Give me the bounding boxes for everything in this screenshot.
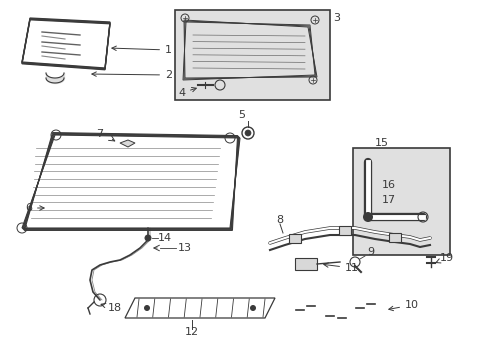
Circle shape — [145, 235, 151, 241]
Polygon shape — [120, 140, 135, 147]
Text: 18: 18 — [101, 303, 122, 313]
Text: 10: 10 — [388, 300, 418, 311]
Text: 16: 16 — [381, 180, 395, 190]
Text: 17: 17 — [381, 195, 395, 205]
Circle shape — [362, 212, 372, 222]
Text: 19: 19 — [435, 253, 453, 263]
Text: 4: 4 — [178, 87, 196, 98]
Text: 12: 12 — [184, 327, 199, 337]
Text: 3: 3 — [332, 13, 339, 23]
Bar — [388, 233, 400, 242]
Bar — [175, 10, 329, 100]
Circle shape — [249, 305, 256, 311]
Bar — [338, 226, 350, 235]
Text: 14: 14 — [158, 233, 172, 243]
Text: 15: 15 — [374, 138, 388, 148]
Circle shape — [244, 130, 250, 136]
Text: 11: 11 — [323, 263, 358, 273]
Text: 7: 7 — [96, 129, 103, 139]
Bar — [288, 234, 301, 243]
Bar — [294, 258, 316, 270]
Text: 9: 9 — [366, 247, 373, 257]
Circle shape — [143, 305, 150, 311]
Bar — [352, 148, 449, 255]
Text: 8: 8 — [276, 215, 283, 225]
Text: 1: 1 — [112, 45, 172, 55]
Text: 5: 5 — [238, 110, 245, 120]
Text: 6: 6 — [25, 203, 44, 213]
Text: 2: 2 — [92, 70, 172, 80]
Text: 13: 13 — [178, 243, 192, 253]
